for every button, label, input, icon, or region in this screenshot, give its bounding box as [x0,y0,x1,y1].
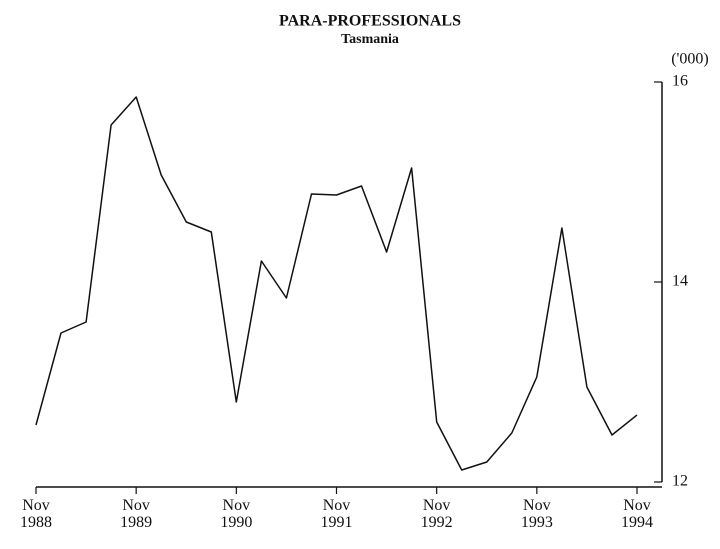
x-tick-label: Nov 1988 [20,497,52,531]
chart-subtitle: Tasmania [341,32,399,47]
y-axis-label: ('000) [671,51,709,68]
x-tick-label: Nov 1991 [320,497,353,531]
x-tick-label: Nov 1989 [120,497,153,531]
y-tick-label: 12 [672,473,688,490]
data-line [35,96,638,471]
y-tick-label: 16 [672,73,688,90]
chart-title: PARA-PROFESSIONALS [279,13,461,30]
x-tick-label: Nov 1994 [621,497,653,531]
y-tick-label: 14 [672,273,688,290]
x-tick-label: Nov 1992 [420,497,453,531]
x-tick-label: Nov 1990 [220,497,253,531]
x-tick-label: Nov 1993 [520,497,553,531]
